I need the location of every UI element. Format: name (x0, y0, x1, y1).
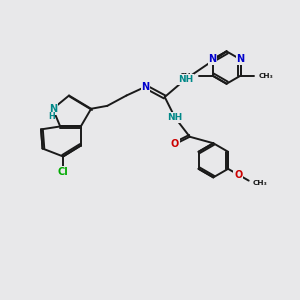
Text: O: O (234, 170, 242, 180)
Text: N: N (142, 82, 150, 92)
Text: Cl: Cl (58, 167, 68, 177)
Text: N: N (236, 55, 244, 64)
Text: CH₃: CH₃ (258, 73, 273, 79)
Text: NH: NH (178, 75, 193, 84)
Text: N: N (208, 55, 217, 64)
Text: O: O (171, 139, 179, 149)
Text: H: H (48, 112, 55, 121)
Text: NH: NH (167, 113, 183, 122)
Text: CH₃: CH₃ (252, 180, 267, 186)
Text: CH₃: CH₃ (180, 73, 195, 79)
Text: N: N (49, 104, 57, 114)
